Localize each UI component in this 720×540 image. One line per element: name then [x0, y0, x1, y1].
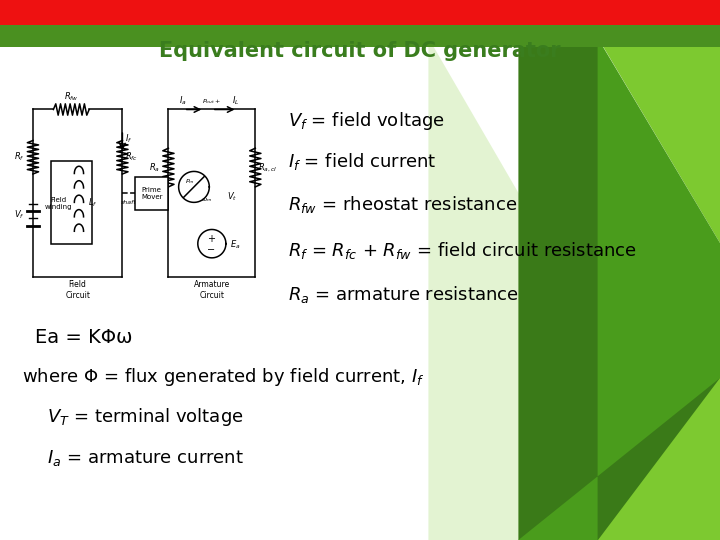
Text: shaft: shaft — [121, 200, 137, 205]
Text: Armature
Circuit: Armature Circuit — [194, 280, 230, 300]
Bar — [0, 0, 720, 25]
Bar — [0, 25, 720, 47]
Text: $L_f$: $L_f$ — [88, 196, 97, 208]
Text: $I_a$ = armature current: $I_a$ = armature current — [47, 448, 244, 468]
Text: $I_f$ = field current: $I_f$ = field current — [288, 152, 436, 172]
Polygon shape — [518, 38, 720, 540]
Polygon shape — [598, 38, 720, 243]
Polygon shape — [428, 38, 720, 540]
Text: $R_a$: $R_a$ — [149, 161, 161, 174]
Polygon shape — [518, 38, 720, 540]
Polygon shape — [598, 378, 720, 540]
Text: $V_f$: $V_f$ — [14, 208, 24, 221]
Text: $R_{fw}$: $R_{fw}$ — [64, 91, 78, 103]
Text: $I_f$: $I_f$ — [125, 133, 132, 145]
Text: $P_m$: $P_m$ — [185, 177, 195, 186]
Bar — [51, 161, 91, 244]
Text: $R_{a,cl}$: $R_{a,cl}$ — [258, 161, 277, 174]
Text: $R_f$ = $R_{fc}$ + $R_{fw}$ = field circuit resistance: $R_f$ = $R_{fc}$ + $R_{fw}$ = field circ… — [288, 240, 636, 260]
Text: $R_f$: $R_f$ — [14, 151, 24, 164]
Text: $E_a$: $E_a$ — [230, 239, 240, 251]
Text: $V_T$ = terminal voltage: $V_T$ = terminal voltage — [47, 407, 243, 428]
Text: +: + — [207, 233, 215, 244]
Text: Ea = KΦω: Ea = KΦω — [35, 328, 132, 347]
Text: $V_f$ = field voltage: $V_f$ = field voltage — [288, 111, 445, 132]
Text: $P_{out}+$: $P_{out}+$ — [202, 97, 220, 106]
Text: where Φ = flux generated by field current, $I_f$: where Φ = flux generated by field curren… — [22, 366, 424, 388]
Text: Field
Circuit: Field Circuit — [66, 280, 90, 300]
Text: Prime
Mover: Prime Mover — [141, 187, 163, 200]
Text: Equivalent circuit of DC generator: Equivalent circuit of DC generator — [159, 41, 561, 62]
Text: Field
winding: Field winding — [45, 197, 72, 210]
Text: $R_a$ = armature resistance: $R_a$ = armature resistance — [288, 284, 518, 305]
Text: $R_{fw}$ = rheostat resistance: $R_{fw}$ = rheostat resistance — [288, 194, 517, 214]
Text: −: − — [207, 245, 215, 255]
Text: $R_{fc}$: $R_{fc}$ — [125, 151, 138, 164]
Text: $V_t$: $V_t$ — [228, 191, 238, 203]
Bar — [135, 177, 168, 210]
Text: $\omega_m$: $\omega_m$ — [201, 196, 212, 204]
Text: $I_a$: $I_a$ — [179, 94, 186, 106]
Text: $I_L$: $I_L$ — [233, 94, 240, 106]
